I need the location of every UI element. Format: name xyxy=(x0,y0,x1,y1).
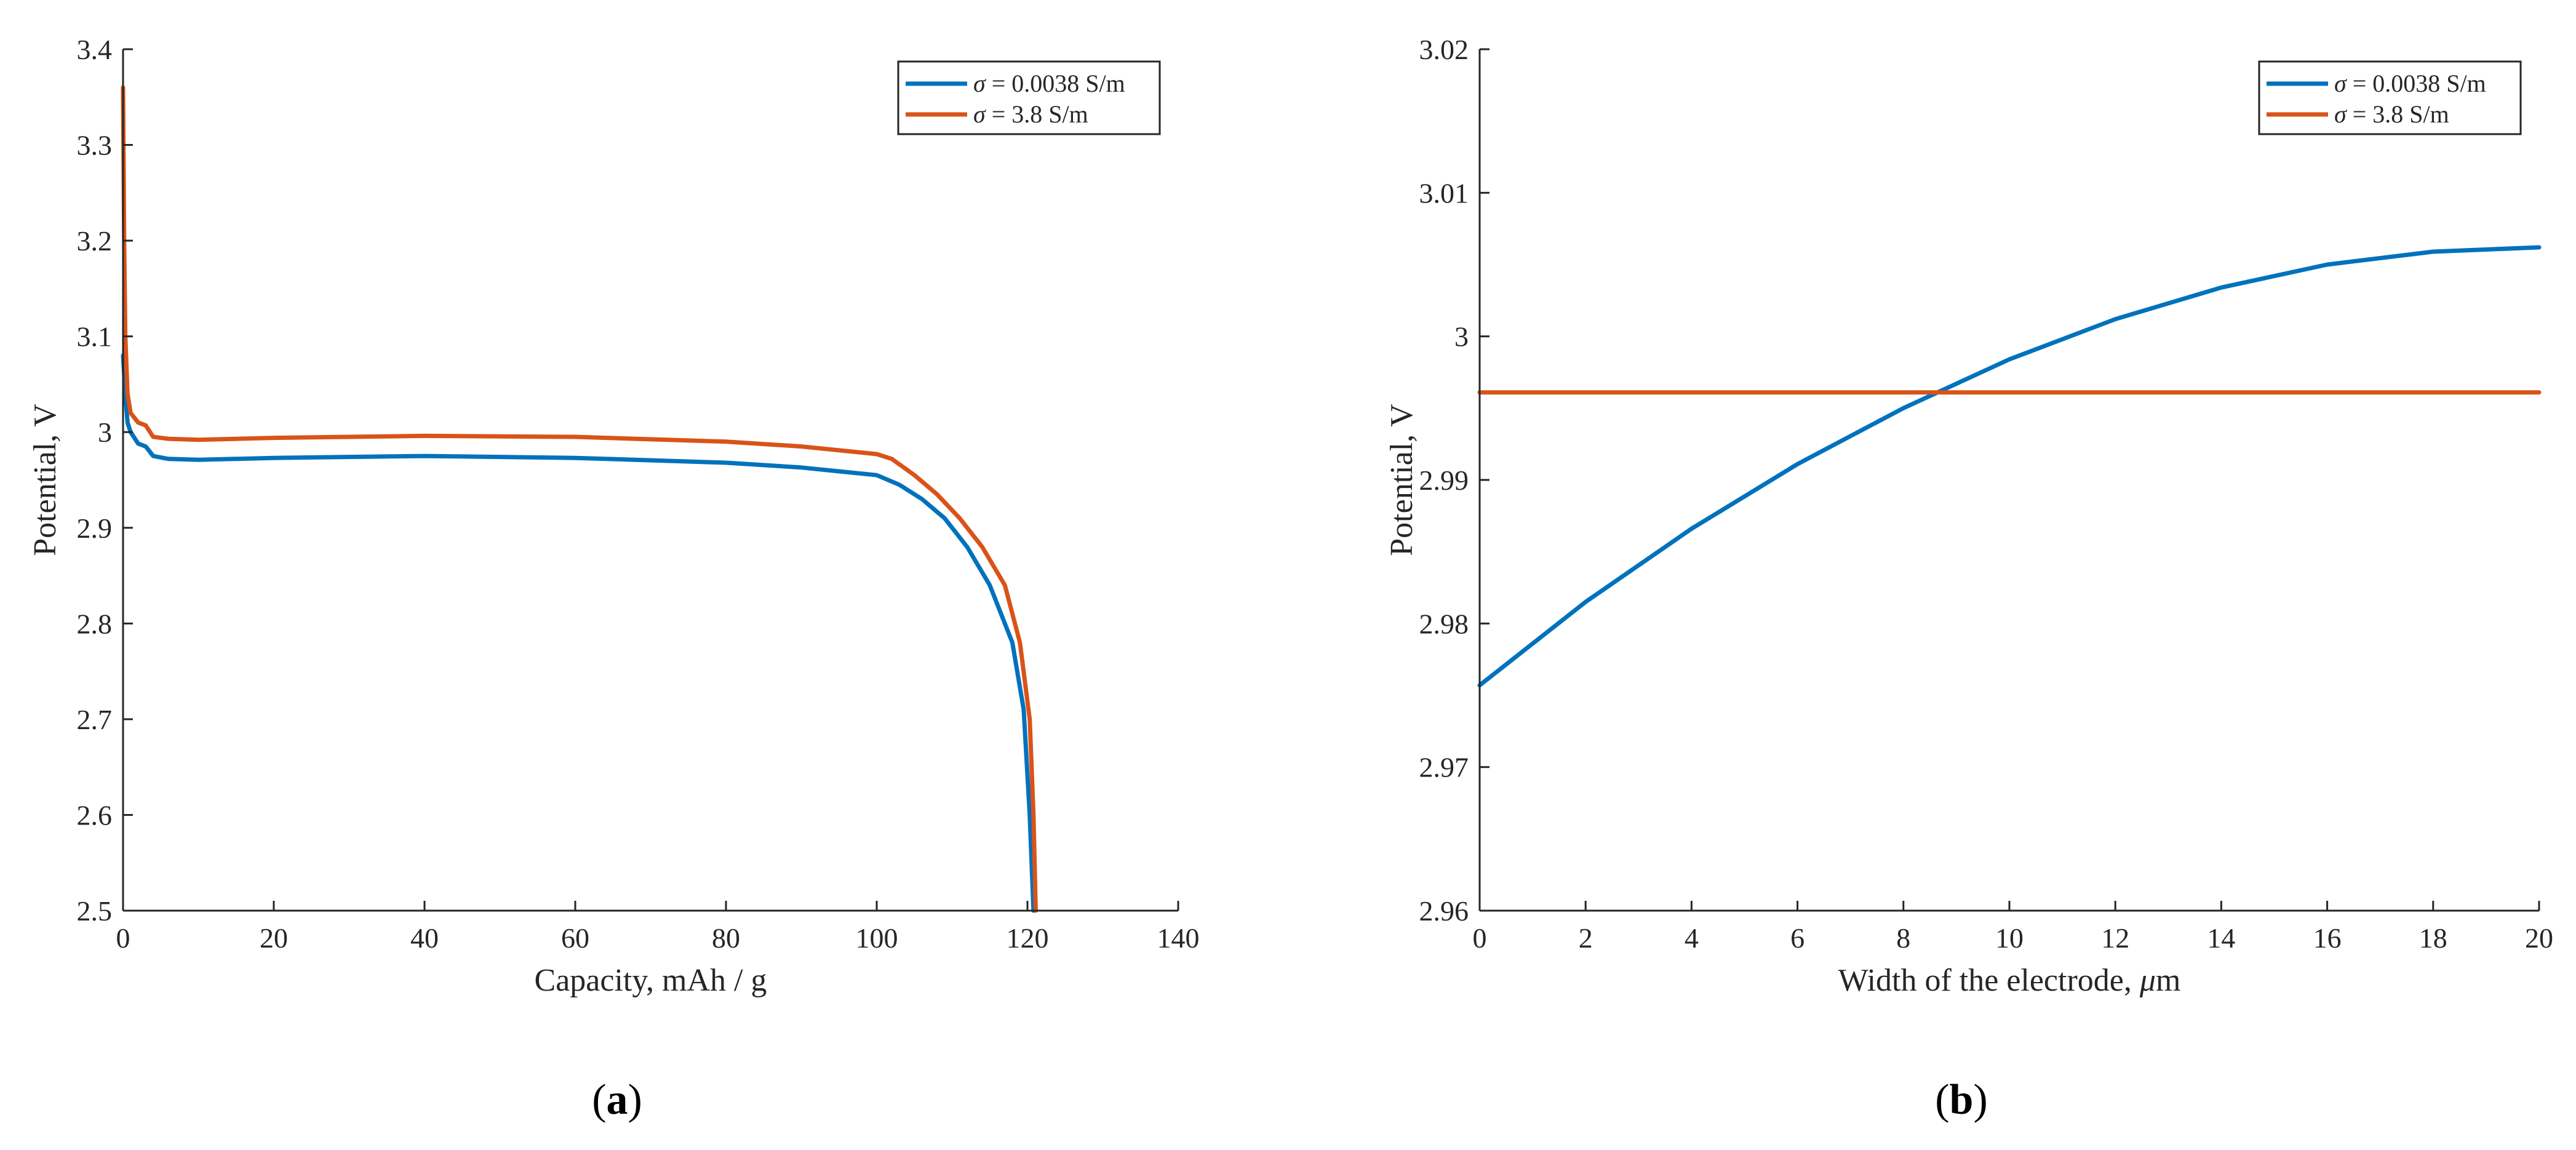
x-tick-label: 6 xyxy=(1790,922,1804,954)
legend-entry-2: σ = 3.8 S/m xyxy=(2334,100,2449,128)
legend-box xyxy=(2258,60,2522,135)
y-tick-label: 2.97 xyxy=(1419,752,1469,783)
y-axis-title: Potential, V xyxy=(1384,404,1419,556)
x-tick-label: 20 xyxy=(2525,922,2553,954)
chart-a: 0 20 40 60 80 100 120 140 2.5 2.6 2.7 2.8 2.9 3 3.1 3.2… xyxy=(28,34,1200,1124)
x-tick-label: 8 xyxy=(1896,922,1910,954)
x-tick-label: 80 xyxy=(712,922,740,954)
y-tick-label: 3 xyxy=(98,417,112,448)
y-tick-label: 2.96 xyxy=(1419,895,1469,927)
legend: σ = 0.0038 S/m σ = 3.8 S/m xyxy=(2258,60,2522,135)
x-tick-label: 10 xyxy=(1995,922,2024,954)
x-axis-title: Capacity, mAh / g xyxy=(535,963,767,998)
x-axis-title: Width of the electrode, μm xyxy=(1838,963,2181,998)
panel-label: (a) xyxy=(592,1076,642,1124)
x-tick-label: 12 xyxy=(2101,922,2129,954)
panel-label: (b) xyxy=(1935,1076,1988,1124)
legend-entry-2: σ = 3.8 S/m xyxy=(973,100,1088,128)
x-tick-label: 18 xyxy=(2419,922,2447,954)
x-tick-label: 100 xyxy=(856,922,898,954)
y-tick-label: 3.2 xyxy=(77,225,113,257)
x-tick-label: 140 xyxy=(1157,922,1200,954)
x-tick-label: 120 xyxy=(1007,922,1049,954)
series-line-2 xyxy=(121,85,1038,913)
y-axis-title: Potential, V xyxy=(28,404,63,556)
legend-entry-1: σ = 0.0038 S/m xyxy=(2334,70,2486,97)
x-tick-label: 16 xyxy=(2313,922,2342,954)
y-tick-label: 2.99 xyxy=(1419,465,1469,496)
y-tick-label: 3.01 xyxy=(1419,177,1469,209)
x-tick-label: 20 xyxy=(260,922,288,954)
y-tick-label: 3 xyxy=(1454,321,1469,353)
legend: σ = 0.0038 S/m σ = 3.8 S/m xyxy=(897,60,1161,135)
y-tick-label: 3.4 xyxy=(77,34,113,65)
legend-box xyxy=(897,60,1161,135)
series-line-1 xyxy=(1477,245,2542,688)
y-tick-label: 2.5 xyxy=(77,895,113,927)
x-tick-label: 0 xyxy=(116,922,130,954)
x-tick-label: 4 xyxy=(1685,922,1699,954)
x-tick-label: 2 xyxy=(1579,922,1593,954)
y-tick-label: 3.1 xyxy=(77,321,113,353)
x-tick-label: 0 xyxy=(1473,922,1487,954)
y-tick-label: 3.3 xyxy=(77,130,113,161)
x-tick-label: 14 xyxy=(2207,922,2235,954)
y-tick-label: 3.02 xyxy=(1419,34,1469,65)
chart-b: 0 2 4 6 8 10 12 14 16 18 20 2.96 2.97 2.98 2.99 3 3.01 3.… xyxy=(1384,34,2553,1124)
y-tick-label: 2.7 xyxy=(77,704,113,735)
series-line-1 xyxy=(121,353,1036,913)
legend-entry-1: σ = 0.0038 S/m xyxy=(973,70,1125,97)
y-tick-label: 2.6 xyxy=(77,799,113,831)
y-tick-label: 2.9 xyxy=(77,513,113,544)
x-tick-label: 40 xyxy=(410,922,439,954)
y-tick-label: 2.8 xyxy=(77,608,113,639)
y-tick-label: 2.98 xyxy=(1419,608,1469,639)
x-tick-label: 60 xyxy=(561,922,589,954)
